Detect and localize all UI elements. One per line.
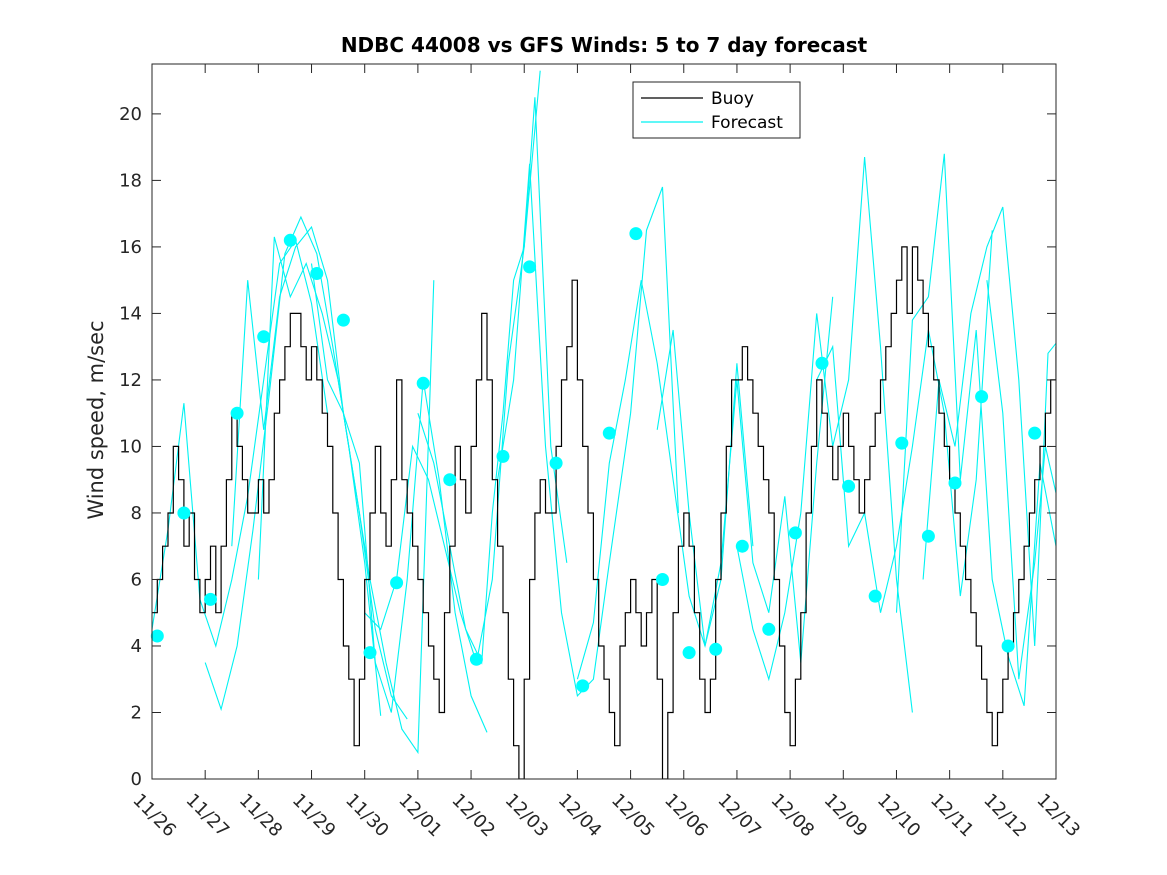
analysis-marker xyxy=(895,436,909,450)
analysis-marker xyxy=(975,390,989,404)
analysis-marker xyxy=(283,233,297,247)
forecast-line-14 xyxy=(922,206,1056,647)
forecast-line-9 xyxy=(576,280,754,680)
analysis-marker xyxy=(629,227,643,241)
analysis-marker xyxy=(523,260,537,274)
buoy-series xyxy=(152,246,1056,779)
analysis-marker xyxy=(549,456,563,470)
y-tick-label: 10 xyxy=(119,436,142,457)
legend-forecast-label: Forecast xyxy=(711,113,783,133)
y-tick-label: 8 xyxy=(131,503,142,524)
forecast-line-10 xyxy=(656,296,834,663)
analysis-marker xyxy=(177,506,191,520)
forecast-line-12 xyxy=(816,230,993,613)
y-tick-label: 6 xyxy=(131,569,142,590)
analysis-marker xyxy=(310,267,324,280)
forecast-line-4 xyxy=(257,236,435,755)
analysis-marker xyxy=(842,479,856,493)
analysis-marker xyxy=(257,330,271,344)
forecast-line-7 xyxy=(417,97,568,665)
analysis-marker xyxy=(363,646,377,660)
analysis-marker xyxy=(788,526,802,540)
analysis-markers xyxy=(150,227,1042,693)
forecast-line-15 xyxy=(986,280,1056,680)
axes xyxy=(151,63,1057,780)
legend: Buoy Forecast xyxy=(632,81,801,139)
analysis-marker xyxy=(1028,426,1042,440)
y-tick-label: 14 xyxy=(119,303,142,324)
analysis-marker xyxy=(230,406,244,420)
analysis-marker xyxy=(469,652,483,666)
y-tick-label: 16 xyxy=(119,237,142,258)
analysis-marker xyxy=(948,476,962,490)
analysis-marker xyxy=(921,529,935,543)
analysis-marker xyxy=(416,376,430,390)
forecast-line-11 xyxy=(736,157,913,713)
analysis-marker xyxy=(443,473,457,487)
buoy-line xyxy=(152,246,1056,779)
analysis-marker xyxy=(336,313,350,327)
legend-buoy-label: Buoy xyxy=(711,89,754,109)
forecast-line-5 xyxy=(310,263,488,733)
y-tick-label: 4 xyxy=(131,636,142,657)
chart-title: NDBC 44008 vs GFS Winds: 5 to 7 day fore… xyxy=(341,33,868,57)
y-tick-label: 12 xyxy=(119,370,142,391)
analysis-marker xyxy=(868,589,882,603)
forecast-line-3 xyxy=(231,225,408,720)
analysis-marker xyxy=(735,539,749,553)
analysis-marker xyxy=(150,629,164,643)
analysis-marker xyxy=(496,449,510,463)
y-tick-label: 20 xyxy=(119,104,142,125)
analysis-marker xyxy=(390,576,404,590)
y-tick-label: 18 xyxy=(119,170,142,191)
analysis-marker xyxy=(576,679,590,693)
analysis-marker xyxy=(815,356,829,370)
y-tick-label: 2 xyxy=(131,702,142,723)
forecast-line-1 xyxy=(152,238,329,648)
y-axis-label: Wind speed, m/sec xyxy=(84,320,108,519)
y-tick-label: 0 xyxy=(131,769,142,790)
analysis-marker xyxy=(1001,639,1015,653)
legend-box xyxy=(632,81,801,139)
analysis-marker xyxy=(762,622,776,636)
analysis-marker xyxy=(682,646,696,660)
analysis-marker xyxy=(204,592,217,606)
analysis-marker xyxy=(602,426,616,440)
y-ticks: 0 2 4 6 8 10 12 14 16 18 20 xyxy=(119,104,1056,790)
analysis-marker xyxy=(709,642,723,656)
axes-box xyxy=(151,63,1057,780)
analysis-marker xyxy=(656,573,669,586)
